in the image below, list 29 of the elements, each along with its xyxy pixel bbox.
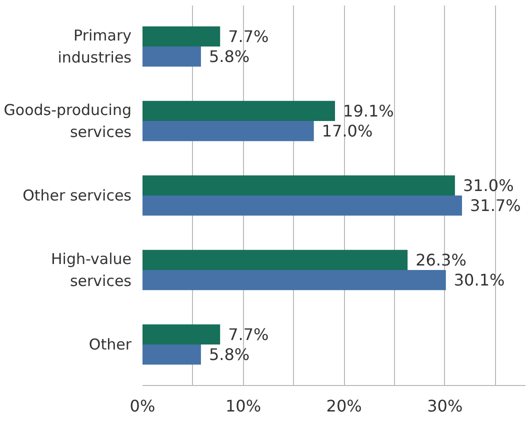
y-tick-label: Primary industries: [58, 26, 132, 66]
bar: [142, 344, 201, 365]
x-tick-label: 30%: [427, 396, 463, 416]
data-label: 30.1%: [454, 270, 505, 290]
bar: [142, 26, 220, 46]
data-label: 7.7%: [228, 324, 269, 344]
data-label: 26.3%: [416, 250, 466, 270]
x-tick-label: 10%: [226, 396, 262, 416]
bar: [142, 250, 408, 270]
data-label: 5.8%: [208, 47, 250, 66]
y-tick-label: High-value services: [51, 250, 132, 290]
x-tick-label: 0%: [130, 396, 156, 416]
data-label: 31.7%: [470, 196, 521, 216]
x-tick-label: 20%: [326, 396, 362, 416]
bar: [142, 120, 314, 142]
bar: [142, 175, 455, 196]
bar: [142, 324, 220, 345]
data-label: 19.1%: [343, 101, 394, 120]
data-label: 17.0%: [322, 122, 373, 141]
data-label: 31.0%: [462, 176, 514, 195]
bar: [142, 100, 336, 121]
bar: [142, 270, 446, 290]
y-tick-label: Other services: [22, 186, 132, 204]
y-tick-label: Other: [88, 336, 132, 354]
bar: [142, 46, 201, 67]
y-tick-label: Goods-producing services: [4, 101, 132, 141]
data-label: 7.7%: [228, 26, 269, 46]
data-label: 5.8%: [208, 345, 250, 364]
bar: [142, 196, 462, 216]
